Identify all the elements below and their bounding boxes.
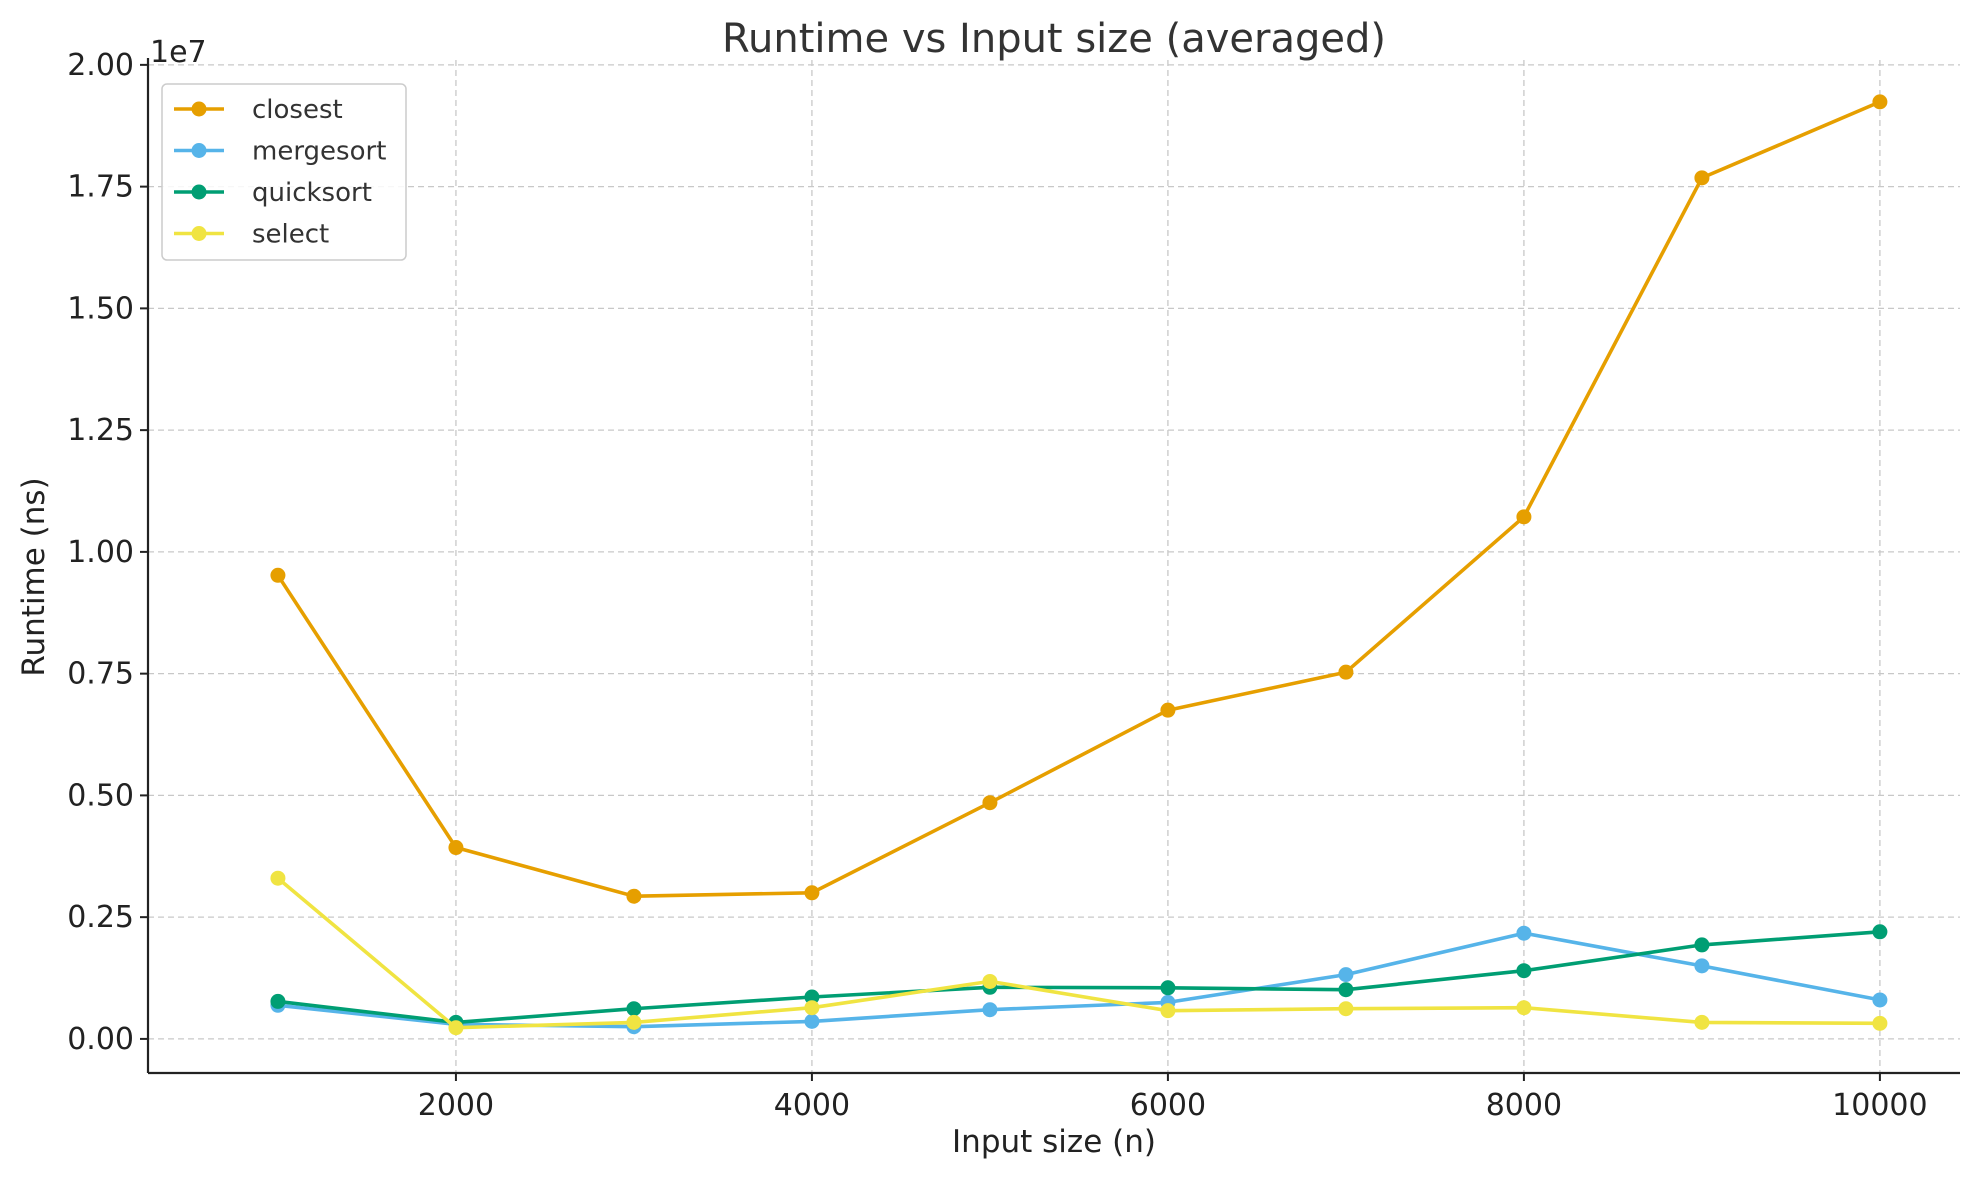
data-point-select xyxy=(626,1014,642,1030)
y-axis-offset-label: 1e7 xyxy=(150,35,207,70)
data-point-mergesort xyxy=(1338,967,1354,983)
data-point-closest xyxy=(270,567,286,583)
series-line-closest xyxy=(276,100,1881,899)
y-tick-label: 0.75 xyxy=(67,657,134,692)
y-tick-label: 1.75 xyxy=(67,170,134,205)
data-point-select xyxy=(1872,1015,1888,1031)
data-point-select xyxy=(804,1000,820,1016)
series-line-mergesort xyxy=(277,931,1881,1029)
data-point-quicksort xyxy=(1160,980,1176,996)
legend: closest mergesort quicksort select xyxy=(161,83,407,261)
data-point-mergesort xyxy=(1516,925,1532,941)
x-tick-label: 8000 xyxy=(1486,1088,1562,1123)
legend-label: quicksort xyxy=(252,178,372,208)
data-point-select xyxy=(448,1020,464,1036)
series-quicksort xyxy=(270,924,1888,1030)
y-tick-label: 1.00 xyxy=(67,535,134,570)
data-point-closest xyxy=(1338,664,1354,680)
legend-label: select xyxy=(252,220,329,250)
data-point-mergesort xyxy=(804,1013,820,1029)
x-tick-label: 4000 xyxy=(774,1088,850,1123)
x-tick-label: 6000 xyxy=(1130,1088,1206,1123)
chart-title: Runtime vs Input size (averaged) xyxy=(722,16,1386,62)
data-point-mergesort xyxy=(1872,992,1888,1008)
data-point-select xyxy=(1160,1003,1176,1019)
x-tick-label: 10000 xyxy=(1832,1088,1927,1123)
x-axis-label: Input size (n) xyxy=(952,1124,1156,1160)
data-point-closest xyxy=(1694,170,1710,186)
series-closest xyxy=(270,94,1888,904)
legend-label: closest xyxy=(252,95,343,125)
legend-marker xyxy=(191,226,207,241)
data-point-closest xyxy=(804,885,820,901)
data-point-select xyxy=(270,870,286,886)
y-tick-label: 2.00 xyxy=(67,48,134,83)
series-select xyxy=(270,870,1888,1036)
data-point-quicksort xyxy=(270,993,286,1009)
data-point-mergesort xyxy=(1694,958,1710,974)
y-axis-label: Runtime (ns) xyxy=(16,477,52,676)
y-tick-label: 1.25 xyxy=(67,413,134,448)
data-point-quicksort xyxy=(626,1001,642,1017)
data-point-closest xyxy=(448,840,464,856)
data-point-select xyxy=(1694,1014,1710,1030)
data-point-quicksort xyxy=(1872,924,1888,940)
data-point-quicksort xyxy=(1694,937,1710,953)
data-point-select xyxy=(1338,1001,1354,1017)
legend-label: mergesort xyxy=(252,137,386,167)
data-point-closest xyxy=(982,795,998,811)
x-tick-label: 2000 xyxy=(418,1088,494,1123)
data-point-closest xyxy=(1160,702,1176,718)
series-line-quicksort xyxy=(277,930,1881,1025)
data-point-closest xyxy=(1872,94,1888,110)
y-tick-label: 0.00 xyxy=(67,1022,134,1057)
legend-marker xyxy=(191,184,207,200)
data-point-mergesort xyxy=(982,1002,998,1018)
data-point-select xyxy=(1516,1000,1532,1016)
series-line-select xyxy=(276,876,1880,1030)
legend-marker xyxy=(191,101,207,117)
legend-box xyxy=(161,83,407,261)
data-point-quicksort xyxy=(804,989,820,1005)
grid xyxy=(148,60,1960,1073)
axes: 2000 4000 6000 8000 10000 0.00 0.25 0.50 0.75 1.0… xyxy=(67,48,1960,1123)
data-point-quicksort xyxy=(1338,982,1354,998)
data-point-select xyxy=(982,973,998,989)
y-tick-label: 0.50 xyxy=(67,778,134,813)
series-layer xyxy=(270,94,1888,1036)
legend-marker xyxy=(191,143,207,158)
y-tick-label: 0.25 xyxy=(67,900,134,935)
y-tick-label: 1.50 xyxy=(67,291,134,326)
data-point-closest xyxy=(626,888,642,904)
data-point-quicksort xyxy=(1516,963,1532,979)
data-point-closest xyxy=(1516,509,1532,525)
